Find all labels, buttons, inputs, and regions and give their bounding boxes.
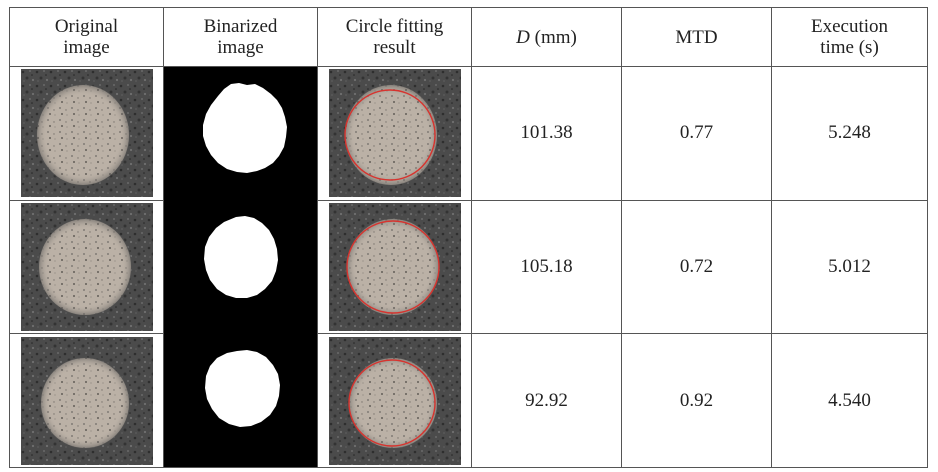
results-table: Original image Binarized image Circle fi…: [9, 7, 928, 468]
mtd-value: 0.72: [621, 199, 772, 335]
original-image: [20, 202, 153, 331]
binary-blob-2: [203, 216, 278, 298]
original-image: [20, 336, 153, 465]
binary-blob-1: [202, 83, 287, 173]
diameter-value: 101.38: [471, 66, 622, 201]
fitted-circle: [345, 220, 440, 314]
circle-fit-image: [328, 69, 461, 198]
table-row: 105.18 0.72 5.012: [9, 199, 928, 335]
header-row: Original image Binarized image Circle fi…: [9, 7, 928, 67]
mtd-value: 0.92: [621, 333, 772, 468]
circle-fit-image-cell: [317, 66, 472, 201]
table-row: 101.38 0.77 5.248: [9, 66, 928, 468]
original-image-cell: [9, 66, 164, 201]
mtd-value: 0.77: [621, 66, 772, 201]
circle-fit-image: [328, 336, 461, 465]
table-row: 92.92 0.92 4.540: [9, 333, 928, 468]
binary-blob-3: [204, 350, 280, 427]
fitted-circle: [347, 358, 436, 447]
diameter-value: 105.18: [471, 199, 622, 335]
header-execution-time: Execution time (s): [771, 7, 928, 67]
execution-time-value: 5.012: [771, 199, 928, 335]
execution-time-value: 5.248: [771, 66, 928, 201]
header-diameter: D (mm): [471, 7, 622, 67]
header-mtd: MTD: [621, 7, 772, 67]
diameter-unit: (mm): [529, 26, 577, 48]
original-image-cell: [9, 333, 164, 468]
header-circle-fitting: Circle fitting result: [317, 7, 472, 67]
original-image: [20, 69, 153, 198]
diameter-value: 92.92: [471, 333, 622, 468]
binarized-image-cell: [163, 66, 318, 468]
header-binarized-image: Binarized image: [163, 7, 318, 67]
circle-fit-image-cell: [317, 199, 472, 335]
original-image-cell: [9, 199, 164, 335]
fitted-circle: [343, 89, 436, 182]
header-original-image: Original image: [9, 7, 164, 67]
diameter-symbol: D: [516, 26, 530, 48]
circle-fit-image: [328, 202, 461, 331]
circle-fit-image-cell: [317, 333, 472, 468]
binarized-image: [172, 67, 309, 467]
execution-time-value: 4.540: [771, 333, 928, 468]
